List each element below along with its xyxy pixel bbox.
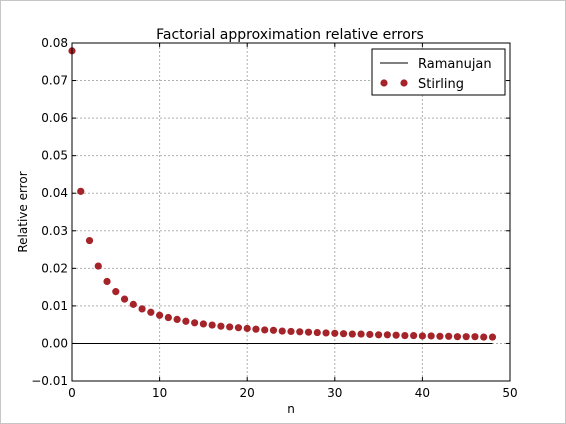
- data-point-stirling: [226, 323, 234, 331]
- y-tick-label: 0.08: [41, 36, 68, 50]
- data-point-stirling: [296, 328, 304, 336]
- x-tick-label: 10: [152, 386, 167, 400]
- data-point-stirling: [357, 330, 365, 338]
- data-point-stirling: [366, 330, 374, 339]
- data-point-stirling: [453, 333, 462, 341]
- plot-area: [71, 42, 511, 382]
- data-point-stirling: [410, 331, 418, 340]
- data-point-stirling: [462, 333, 470, 341]
- data-point-stirling: [252, 325, 260, 333]
- data-point-stirling: [173, 315, 181, 324]
- data-point-stirling: [261, 326, 269, 334]
- y-tick-label: 0.02: [41, 261, 68, 275]
- data-point-stirling: [234, 324, 243, 332]
- data-point-stirling: [392, 331, 400, 339]
- data-point-stirling: [94, 262, 102, 270]
- data-point-stirling: [199, 320, 207, 328]
- data-point-stirling: [191, 319, 199, 327]
- data-point-stirling: [488, 333, 497, 341]
- x-tick-label: 0: [68, 386, 76, 400]
- legend-label-ramanujan: Ramanujan: [418, 57, 492, 72]
- data-point-stirling: [304, 328, 313, 336]
- data-point-stirling: [401, 331, 409, 340]
- data-point-stirling: [217, 322, 225, 330]
- data-point-stirling: [331, 329, 339, 337]
- data-point-stirling: [375, 331, 383, 339]
- data-point-stirling: [313, 328, 321, 337]
- data-point-stirling: [147, 308, 155, 316]
- data-point-stirling: [322, 329, 330, 337]
- data-point-stirling: [269, 326, 278, 334]
- data-point-stirling: [480, 333, 488, 341]
- x-tick-label: 30: [327, 386, 342, 400]
- data-point-stirling: [471, 333, 479, 341]
- data-point-stirling: [348, 330, 356, 338]
- y-tick-label: −0.01: [31, 374, 68, 388]
- y-axis-label: Relative error: [16, 171, 30, 252]
- x-tick-label: 40: [415, 386, 430, 400]
- legend-box: [371, 48, 506, 96]
- data-point-stirling: [427, 332, 435, 340]
- data-point-stirling: [138, 305, 146, 313]
- data-point-stirling: [243, 324, 251, 333]
- legend: Ramanujan Stirling: [371, 48, 506, 96]
- data-point-stirling: [418, 332, 426, 340]
- axis-ticks: 0 10 20 30 40 50 −0.01 0.00 0.01 0.02 0.03 0.04 0.05…: [31, 36, 517, 400]
- data-point-stirling: [287, 327, 295, 336]
- data-point-stirling: [103, 277, 111, 286]
- legend-label-stirling: Stirling: [418, 77, 464, 92]
- series-layer: [68, 47, 497, 344]
- data-point-stirling: [445, 332, 453, 340]
- data-point-stirling: [164, 313, 172, 322]
- y-tick-label: 0.07: [41, 74, 68, 88]
- y-tick-label: 0.03: [41, 224, 68, 238]
- data-point-stirling: [77, 187, 85, 195]
- y-tick-label: 0.00: [41, 336, 68, 350]
- data-point-stirling: [129, 300, 137, 308]
- data-point-stirling: [383, 331, 391, 339]
- x-tick-label: 20: [240, 386, 255, 400]
- data-point-stirling: [278, 327, 286, 335]
- chart-title: Factorial approximation relative errors: [156, 27, 424, 43]
- legend-marker-stirling: [400, 79, 408, 87]
- data-point-stirling: [120, 295, 129, 303]
- y-tick-label: 0.06: [41, 111, 68, 125]
- data-point-stirling: [182, 317, 190, 325]
- y-tick-label: 0.01: [41, 299, 68, 313]
- data-point-stirling: [436, 332, 444, 340]
- data-point-stirling: [208, 321, 216, 329]
- y-tick-label: 0.04: [41, 186, 68, 200]
- legend-marker-stirling: [380, 79, 388, 87]
- data-point-stirling: [112, 288, 120, 296]
- data-point-stirling: [156, 311, 164, 319]
- x-tick-label: 50: [502, 386, 517, 400]
- data-point-stirling: [85, 236, 94, 245]
- x-axis-label: n: [287, 402, 295, 416]
- y-tick-label: 0.05: [41, 149, 68, 163]
- data-point-stirling: [339, 330, 348, 338]
